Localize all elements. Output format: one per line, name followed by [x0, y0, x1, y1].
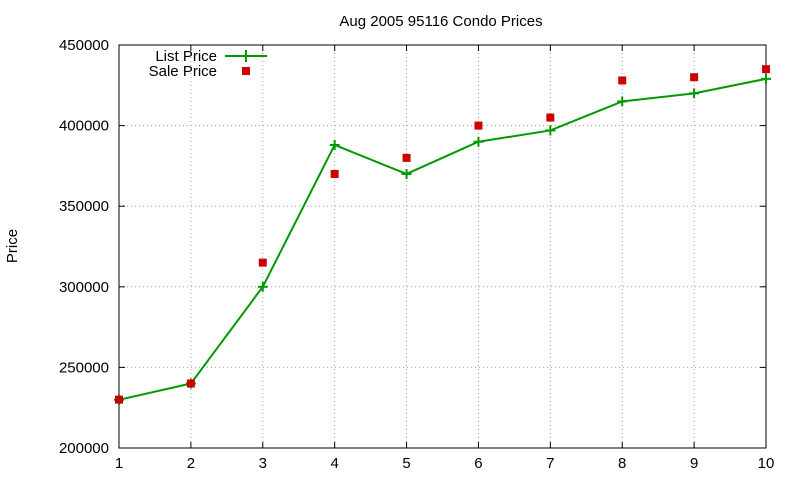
legend-marker-list-price — [240, 50, 252, 62]
x-axis-tick-labels: 1 2 3 4 5 6 7 8 9 10 — [115, 455, 775, 472]
data-point-sale-price — [762, 65, 770, 74]
axis-ticks — [118, 44, 767, 449]
data-point-list-price — [257, 281, 268, 292]
x-tick-label: 10 — [758, 455, 775, 472]
x-tick-label: 9 — [690, 455, 698, 472]
y-tick-label: 250000 — [59, 359, 109, 376]
data-point-sale-price — [690, 73, 699, 82]
x-tick-label: 1 — [115, 455, 123, 472]
data-point-sale-price — [186, 379, 195, 388]
legend-label-list-price: List Price — [155, 48, 217, 65]
data-point-list-price — [689, 88, 700, 99]
data-point-sale-price — [115, 395, 123, 404]
data-point-list-price — [617, 96, 628, 107]
grid — [119, 45, 766, 448]
y-tick-label: 300000 — [59, 279, 109, 296]
chart-title: Aug 2005 95116 Condo Prices — [339, 13, 542, 30]
y-tick-label: 450000 — [59, 37, 109, 54]
x-tick-label: 4 — [330, 455, 338, 472]
legend-label-sale-price: Sale Price — [149, 63, 217, 80]
y-tick-label: 200000 — [59, 440, 109, 457]
data-point-list-price — [401, 168, 412, 179]
data-point-list-price — [545, 125, 556, 136]
series-layer — [114, 65, 771, 405]
series-sale-price — [115, 65, 770, 404]
legend: List Price Sale Price — [149, 48, 267, 80]
legend-marker-sale-price — [242, 67, 250, 75]
x-tick-label: 6 — [474, 455, 482, 472]
plot-area-border — [118, 44, 767, 449]
x-tick-label: 2 — [187, 455, 195, 472]
data-point-list-price — [329, 139, 340, 150]
series-list-price — [114, 73, 771, 405]
series-line-list-price — [118, 77, 767, 401]
y-tick-label: 350000 — [59, 198, 109, 215]
data-point-sale-price — [258, 258, 267, 267]
data-point-sale-price — [402, 153, 411, 162]
data-point-sale-price — [474, 121, 483, 130]
x-tick-label: 7 — [546, 455, 554, 472]
data-point-list-price — [473, 136, 484, 147]
data-point-sale-price — [618, 76, 627, 85]
data-point-sale-price — [330, 169, 339, 178]
y-tick-label: 400000 — [59, 118, 109, 135]
x-tick-label: 5 — [402, 455, 410, 472]
data-point-list-price — [761, 73, 771, 84]
y-axis-tick-labels: 200000 250000 300000 350000 400000 450000 — [59, 37, 109, 457]
x-tick-label: 3 — [259, 455, 267, 472]
y-axis-label: Price — [4, 229, 21, 263]
x-tick-label: 8 — [618, 455, 626, 472]
data-point-sale-price — [546, 113, 555, 122]
